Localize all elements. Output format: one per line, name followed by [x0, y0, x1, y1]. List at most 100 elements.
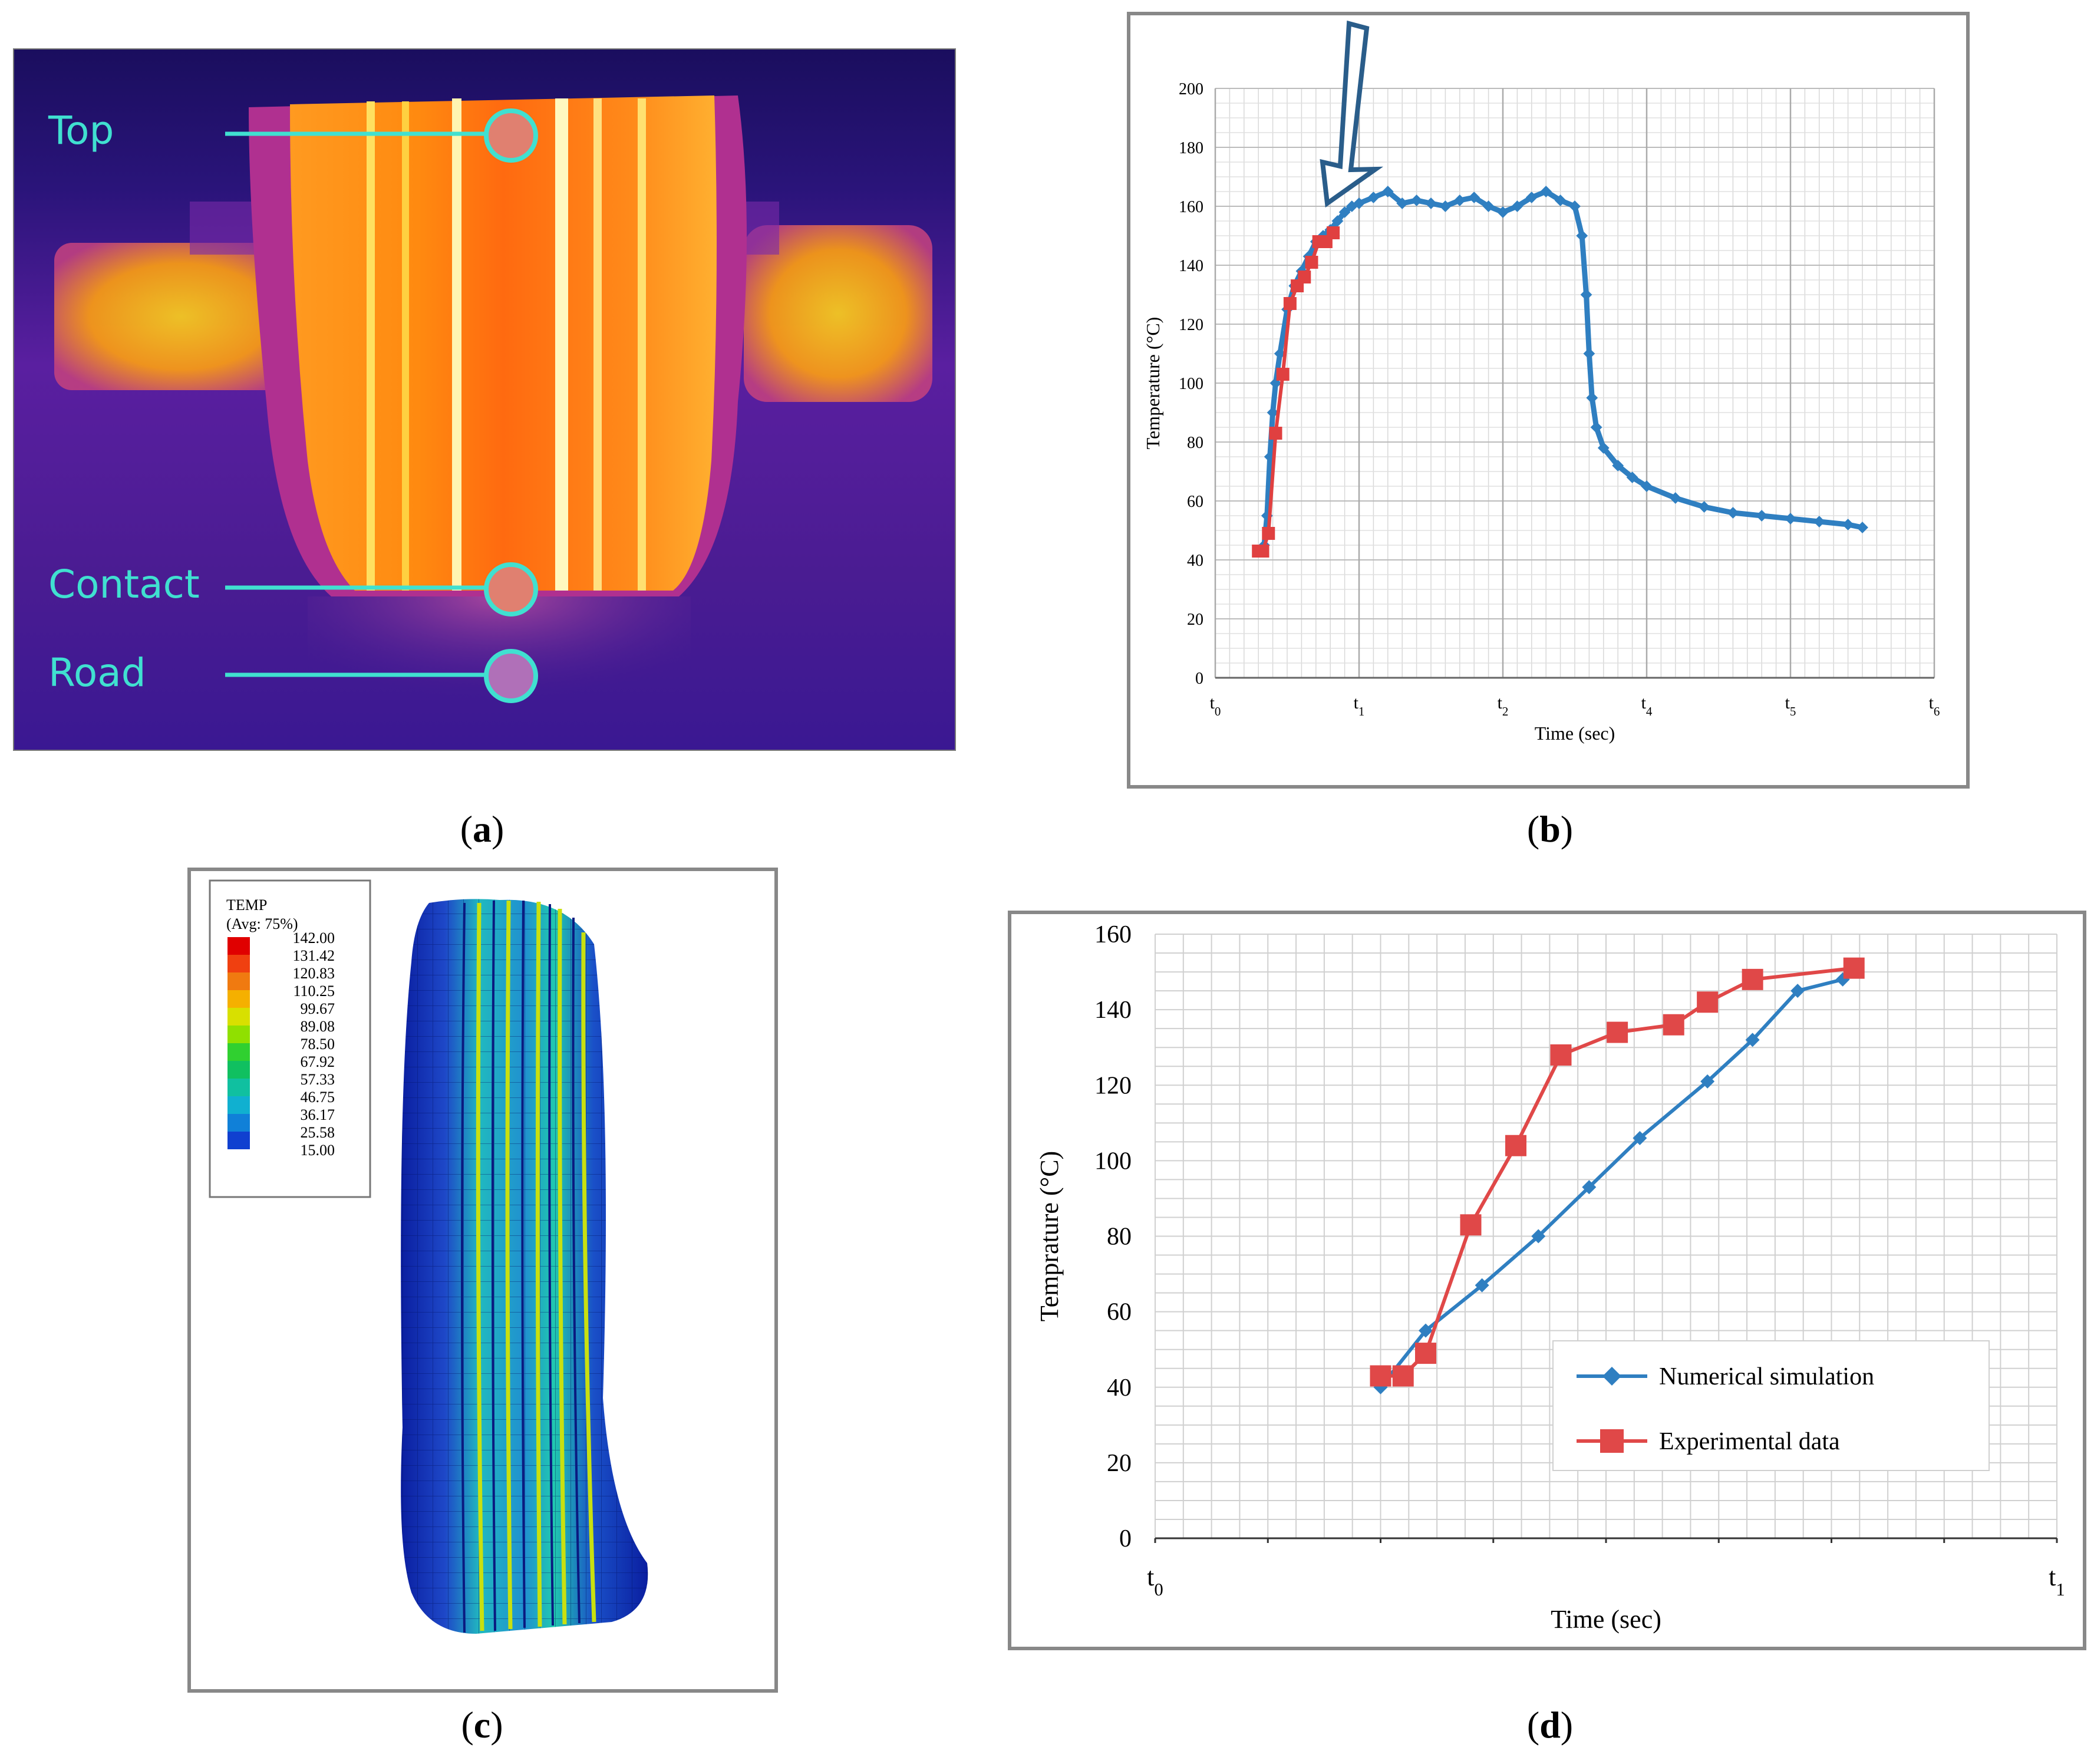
marker-contact [225, 562, 538, 616]
data-point [1790, 984, 1805, 998]
right-hub [744, 225, 932, 402]
data-point [1525, 192, 1538, 203]
x-tick-label: t1 [2049, 1562, 2065, 1600]
arrow-annotation [1320, 20, 1384, 208]
data-point [1475, 1278, 1489, 1292]
chart-d: 0 20 40 60 80 100 120 140 160 t0 t1 Time (sec) Tempr… [1008, 911, 2086, 1650]
data-point [1612, 460, 1624, 472]
data-point [1602, 1367, 1621, 1386]
legend-value: 131.42 [293, 947, 335, 964]
y-tick-label: 60 [1187, 493, 1203, 511]
y-axis-label: Temperature (°C) [1142, 317, 1163, 450]
data-point [1813, 516, 1825, 527]
legend-swatch [227, 1043, 250, 1061]
data-point [1505, 1135, 1526, 1156]
y-tick-label: 140 [1179, 257, 1203, 275]
legend-label: Numerical simulation [1659, 1363, 1874, 1390]
data-point [1641, 480, 1653, 492]
legend-value: 120.83 [293, 965, 335, 982]
legend-value: 78.50 [301, 1036, 335, 1053]
legend-value: 46.75 [301, 1089, 335, 1106]
x-tick-label: t1 [1354, 693, 1365, 718]
thermal-image: Top Contact Road [12, 47, 957, 752]
data-point [1468, 192, 1480, 203]
x-tick-label: t0 [1210, 693, 1221, 718]
data-point [1582, 1180, 1597, 1195]
data-point [1856, 522, 1868, 533]
data-point [1453, 194, 1466, 206]
y-tick-label: 40 [1187, 552, 1203, 570]
data-point [1256, 545, 1269, 558]
data-point [1745, 1033, 1760, 1047]
data-point [1425, 197, 1437, 209]
caption-b: (b) [1526, 808, 1574, 850]
data-point [1353, 197, 1365, 209]
legend-swatch [227, 1096, 250, 1114]
data-point [1697, 991, 1719, 1013]
x-axis-label: Time (sec) [1551, 1605, 1661, 1634]
left-hub [54, 243, 308, 390]
data-point [1283, 297, 1297, 310]
data-point [1327, 226, 1340, 239]
y-tick-label: 100 [1094, 1148, 1132, 1175]
data-point [1586, 392, 1598, 404]
panel-a: Top Contact Road [12, 47, 957, 752]
y-tick-label: 40 [1107, 1374, 1132, 1402]
data-point [1669, 492, 1681, 504]
caption-a: (a) [460, 808, 504, 850]
caption-d: (d) [1526, 1704, 1574, 1746]
tire-tread [290, 95, 717, 591]
data-point [1460, 1214, 1482, 1236]
data-point [1381, 186, 1394, 197]
x-tick-label: t2 [1498, 693, 1509, 718]
data-point [1663, 1014, 1684, 1036]
legend-value: 57.33 [301, 1071, 335, 1088]
data-point [1633, 1130, 1647, 1145]
legend-swatch [227, 937, 250, 955]
data-point [1600, 1429, 1624, 1453]
data-point [1700, 1074, 1715, 1089]
y-tick-label: 200 [1179, 80, 1203, 98]
legend-value: 142.00 [293, 929, 335, 947]
legend-swatch [227, 1061, 250, 1079]
y-tick-label: 140 [1094, 997, 1132, 1024]
data-point [1396, 197, 1409, 209]
legend-title: TEMP [226, 896, 267, 914]
data-point [1550, 1044, 1572, 1066]
y-tick-label: 120 [1179, 316, 1203, 334]
legend-swatch [227, 955, 250, 972]
y-tick-label: 20 [1107, 1450, 1132, 1477]
legend-swatch [227, 1132, 250, 1149]
legend-swatch [227, 972, 250, 990]
y-tick-label: 80 [1107, 1224, 1132, 1251]
label-contact: Contact [48, 562, 200, 607]
chart-b: 0 20 40 60 80 100 120 140 160 180 200 t0 t1 t2 t4 t5 t6 T… [1127, 12, 1970, 789]
y-tick-label: 100 [1179, 375, 1203, 393]
panel-b: 0 20 40 60 80 100 120 140 160 180 200 t0 t1 t2 t4 t5 t6 T… [1127, 12, 1970, 789]
data-point [1756, 510, 1768, 522]
legend-swatch [227, 1026, 250, 1043]
data-point [1531, 1229, 1546, 1244]
data-point [1269, 427, 1282, 440]
y-tick-label: 0 [1119, 1525, 1132, 1552]
y-tick-label: 60 [1107, 1299, 1132, 1326]
legend-box [1552, 1340, 1990, 1471]
data-point [1276, 368, 1290, 381]
y-tick-label: 160 [1179, 198, 1203, 216]
y-tick-label: 160 [1094, 921, 1132, 948]
x-tick-label: t6 [1929, 693, 1940, 718]
panel-c: TEMP (Avg: 75%) 142.00 131.42 120.83 110.25… [187, 868, 778, 1693]
data-point [1274, 348, 1286, 360]
legend-swatch [227, 990, 250, 1008]
data-point [1415, 1343, 1436, 1364]
legend-value: 99.67 [301, 1000, 335, 1017]
marker-top [225, 108, 538, 163]
data-point [1392, 1365, 1414, 1387]
legend-swatch [227, 1114, 250, 1132]
label-road: Road [48, 650, 146, 695]
data-point [1597, 442, 1610, 454]
x-tick-label: t0 [1147, 1562, 1163, 1600]
data-point [1576, 230, 1588, 242]
legend-value: 15.00 [301, 1142, 335, 1159]
panel-d: 0 20 40 60 80 100 120 140 160 t0 t1 Time (sec) Tempr… [1008, 911, 2086, 1650]
